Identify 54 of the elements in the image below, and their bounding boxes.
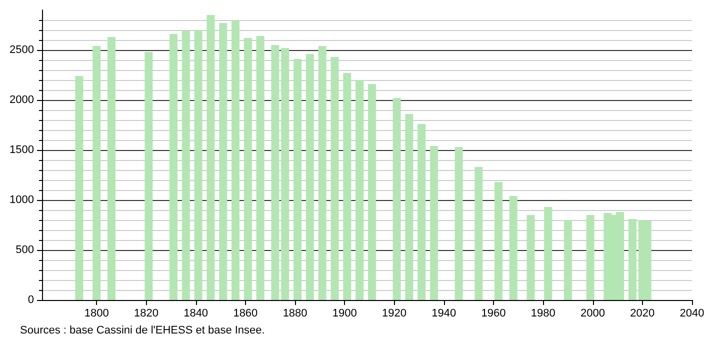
x-tick-label: 1960 [481,308,506,320]
bar [306,54,314,300]
bar [169,34,178,300]
bar [281,48,290,300]
y-tick-label: 2500 [10,44,34,56]
bar [92,46,101,300]
y-tick-label: 1500 [10,144,34,156]
x-tick-label: 1860 [233,308,258,320]
bar [256,36,264,300]
x-tick-label: 2040 [680,308,704,320]
bar [509,196,518,300]
bar [144,52,153,300]
bar [182,31,190,300]
bar [75,76,84,300]
bar [392,98,401,300]
bar [564,220,572,300]
x-tick-label: 1800 [84,308,109,320]
bar [405,114,414,300]
bar [586,215,594,300]
bar [494,182,502,300]
bar [271,45,280,300]
bar [430,146,438,300]
bar [544,207,552,300]
bar [107,37,116,300]
source-note: Sources : base Cassini de l'EHESS et base Insee. [20,324,265,336]
x-tick-label: 1880 [282,308,308,320]
bar [244,38,252,300]
y-tick-label: 1000 [10,194,34,206]
y-tick-label: 2000 [10,94,34,106]
bar [194,30,202,300]
bar [368,84,376,300]
bar [343,73,352,300]
bar [628,219,636,300]
x-tick-label: 1900 [332,308,357,320]
y-tick-label: 500 [16,244,34,256]
x-tick-label: 1840 [184,308,208,320]
bar [330,57,339,300]
bar [318,46,326,300]
x-tick-label: 1940 [432,308,456,320]
y-tick-label: 0 [28,294,34,306]
x-tick-label: 1820 [134,308,158,320]
x-tick-label: 2020 [630,308,655,320]
bar [232,20,240,300]
bar [454,147,463,300]
x-tick-label: 1920 [382,308,407,320]
bar [474,167,483,300]
bar [356,80,364,300]
x-tick-label: 1980 [530,308,556,320]
bar [418,124,426,300]
bar [206,15,215,300]
bar [219,23,228,300]
bar [526,215,535,300]
bar [294,59,302,300]
x-tick-label: 2000 [580,308,606,320]
